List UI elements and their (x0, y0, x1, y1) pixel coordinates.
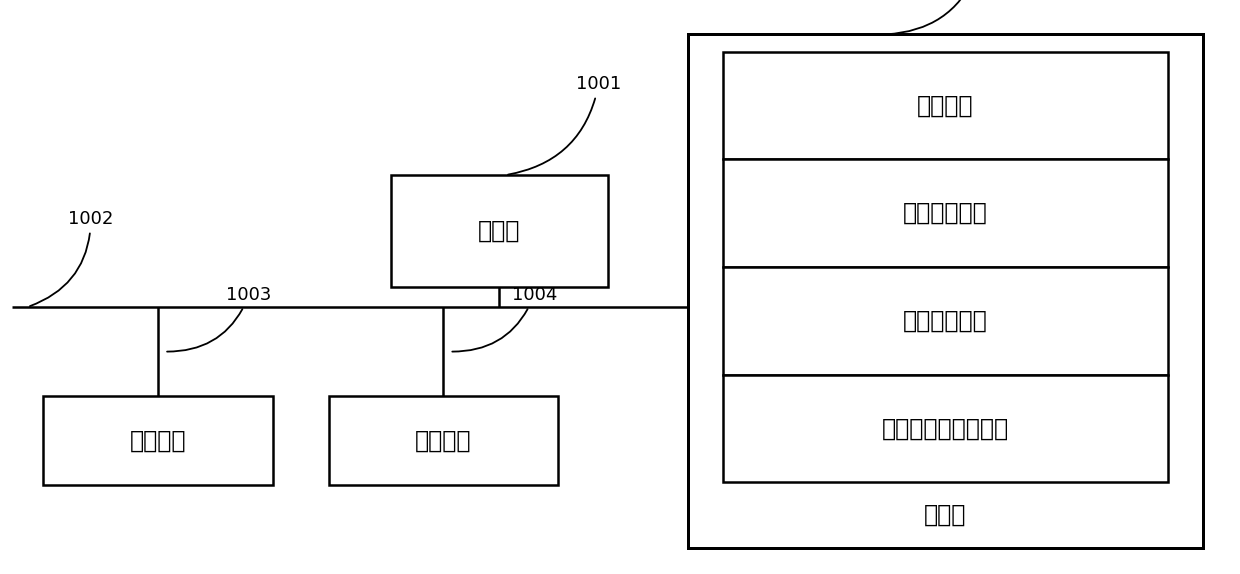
Text: 1001: 1001 (508, 75, 621, 174)
Text: 网络接口: 网络接口 (415, 429, 471, 452)
Text: 存储器: 存储器 (924, 503, 967, 527)
Text: 用户接口模块: 用户接口模块 (903, 309, 988, 333)
Bar (723, 374, 1168, 482)
Bar (723, 159, 1168, 267)
Text: 1002: 1002 (30, 210, 114, 306)
Text: 操作系统: 操作系统 (918, 94, 973, 118)
Text: 处理器: 处理器 (477, 219, 521, 243)
Bar (688, 34, 1203, 548)
Text: 心电信号的检测程序: 心电信号的检测程序 (882, 416, 1009, 440)
Bar (43, 396, 273, 485)
Text: 用户接口: 用户接口 (130, 429, 186, 452)
Text: 网络通信模块: 网络通信模块 (903, 201, 988, 225)
Text: 1004: 1004 (453, 286, 557, 352)
Bar (723, 267, 1168, 374)
Bar (329, 396, 558, 485)
Bar (723, 52, 1168, 159)
Text: 1005: 1005 (887, 0, 1003, 34)
Bar (391, 175, 608, 287)
Text: 1003: 1003 (167, 286, 272, 352)
